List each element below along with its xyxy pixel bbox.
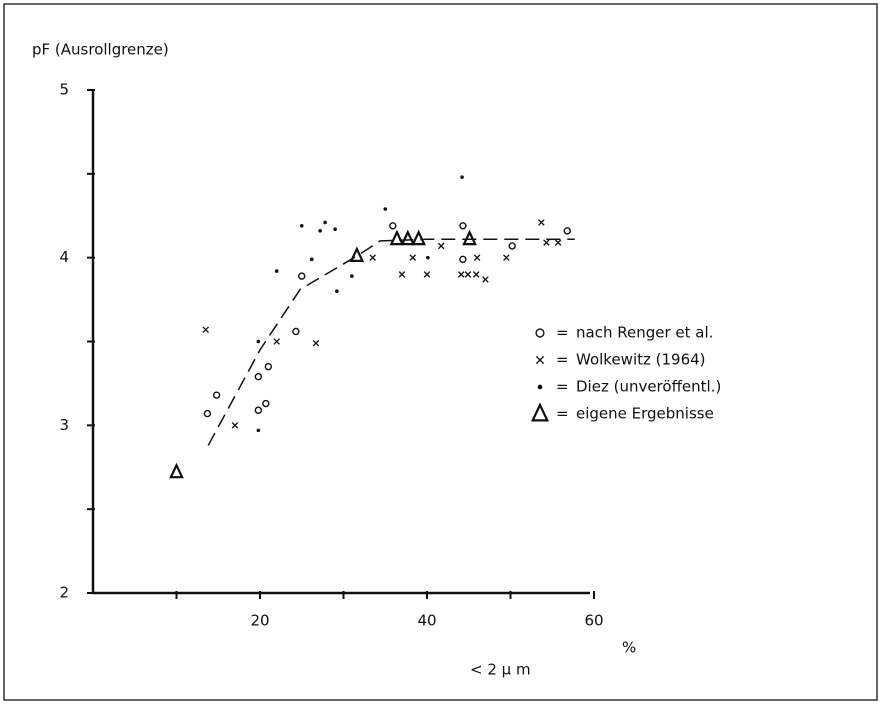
marker-x bbox=[369, 254, 376, 261]
chart-title: pF (Ausrollgrenze) bbox=[32, 41, 169, 59]
marker-dot bbox=[309, 257, 314, 262]
marker-x bbox=[409, 254, 417, 261]
axes bbox=[91, 90, 590, 595]
marker-dot bbox=[256, 428, 261, 433]
marker-x bbox=[482, 276, 489, 283]
marker-circle bbox=[389, 222, 397, 230]
marker-x bbox=[473, 271, 480, 278]
marker-x bbox=[473, 254, 481, 261]
marker-circle bbox=[459, 255, 467, 264]
y-tick-label: 4 bbox=[59, 248, 69, 266]
marker-dot bbox=[426, 255, 430, 260]
marker-x bbox=[231, 422, 239, 429]
marker-dot bbox=[350, 274, 354, 278]
marker-circle bbox=[203, 409, 212, 418]
y-tick-label: 5 bbox=[59, 81, 69, 99]
marker-triangle bbox=[530, 402, 550, 422]
marker-dot bbox=[460, 175, 464, 179]
marker-x bbox=[423, 271, 431, 278]
legend-equals: = bbox=[556, 351, 569, 369]
legend-label: eigene Ergebnisse bbox=[576, 405, 714, 423]
marker-circle bbox=[535, 328, 545, 338]
marker-dot bbox=[323, 220, 327, 225]
marker-circle bbox=[292, 327, 300, 336]
legend-equals: = bbox=[556, 378, 569, 396]
marker-x bbox=[535, 355, 545, 365]
marker-dot bbox=[318, 229, 322, 233]
legend-label: nach Renger et al. bbox=[576, 324, 713, 342]
marker-x bbox=[554, 239, 562, 246]
marker-dot bbox=[383, 207, 388, 211]
x-tick-label: 60 bbox=[584, 612, 603, 630]
marker-circle bbox=[254, 373, 263, 381]
y-tick-label: 3 bbox=[59, 416, 69, 434]
marker-circle bbox=[298, 272, 306, 280]
marker-x bbox=[202, 326, 209, 334]
marker-x bbox=[543, 239, 550, 246]
marker-triangle bbox=[462, 229, 477, 246]
marker-x bbox=[457, 271, 465, 278]
x-tick-label: 40 bbox=[417, 612, 436, 630]
marker-x bbox=[538, 219, 545, 226]
marker-triangle bbox=[169, 462, 184, 479]
x-axis-unit: % bbox=[622, 639, 636, 657]
marker-x bbox=[312, 339, 320, 347]
marker-x bbox=[273, 338, 280, 345]
marker-x bbox=[503, 254, 510, 261]
marker-circle bbox=[264, 362, 273, 371]
marker-dot bbox=[537, 384, 543, 390]
marker-dot bbox=[299, 224, 304, 228]
marker-circle bbox=[262, 399, 270, 408]
marker-triangle bbox=[411, 229, 426, 246]
x-tick-label: 20 bbox=[250, 612, 269, 630]
x-axis-label: < 2 μ m bbox=[470, 661, 531, 679]
marker-triangle bbox=[389, 229, 405, 246]
legend-equals: = bbox=[556, 324, 569, 342]
marker-x bbox=[398, 271, 406, 278]
marker-x bbox=[437, 242, 445, 250]
marker-circle bbox=[254, 406, 263, 414]
marker-triangle bbox=[400, 229, 416, 246]
marker-dot bbox=[333, 227, 337, 231]
marker-x bbox=[464, 271, 472, 278]
marker-circle bbox=[212, 391, 221, 399]
y-tick-label: 2 bbox=[59, 584, 69, 602]
legend-label: Diez (unveröffentl.) bbox=[576, 378, 721, 396]
marker-triangle bbox=[349, 246, 365, 262]
marker-dot bbox=[274, 269, 279, 273]
marker-dot bbox=[335, 289, 339, 294]
marker-circle bbox=[508, 242, 516, 250]
marker-circle bbox=[563, 227, 571, 235]
legend-label: Wolkewitz (1964) bbox=[576, 351, 706, 369]
marker-dot bbox=[256, 339, 261, 344]
marker-circle bbox=[459, 222, 467, 230]
trend-curve bbox=[207, 238, 575, 446]
frame bbox=[3, 3, 878, 701]
legend-equals: = bbox=[556, 405, 569, 423]
